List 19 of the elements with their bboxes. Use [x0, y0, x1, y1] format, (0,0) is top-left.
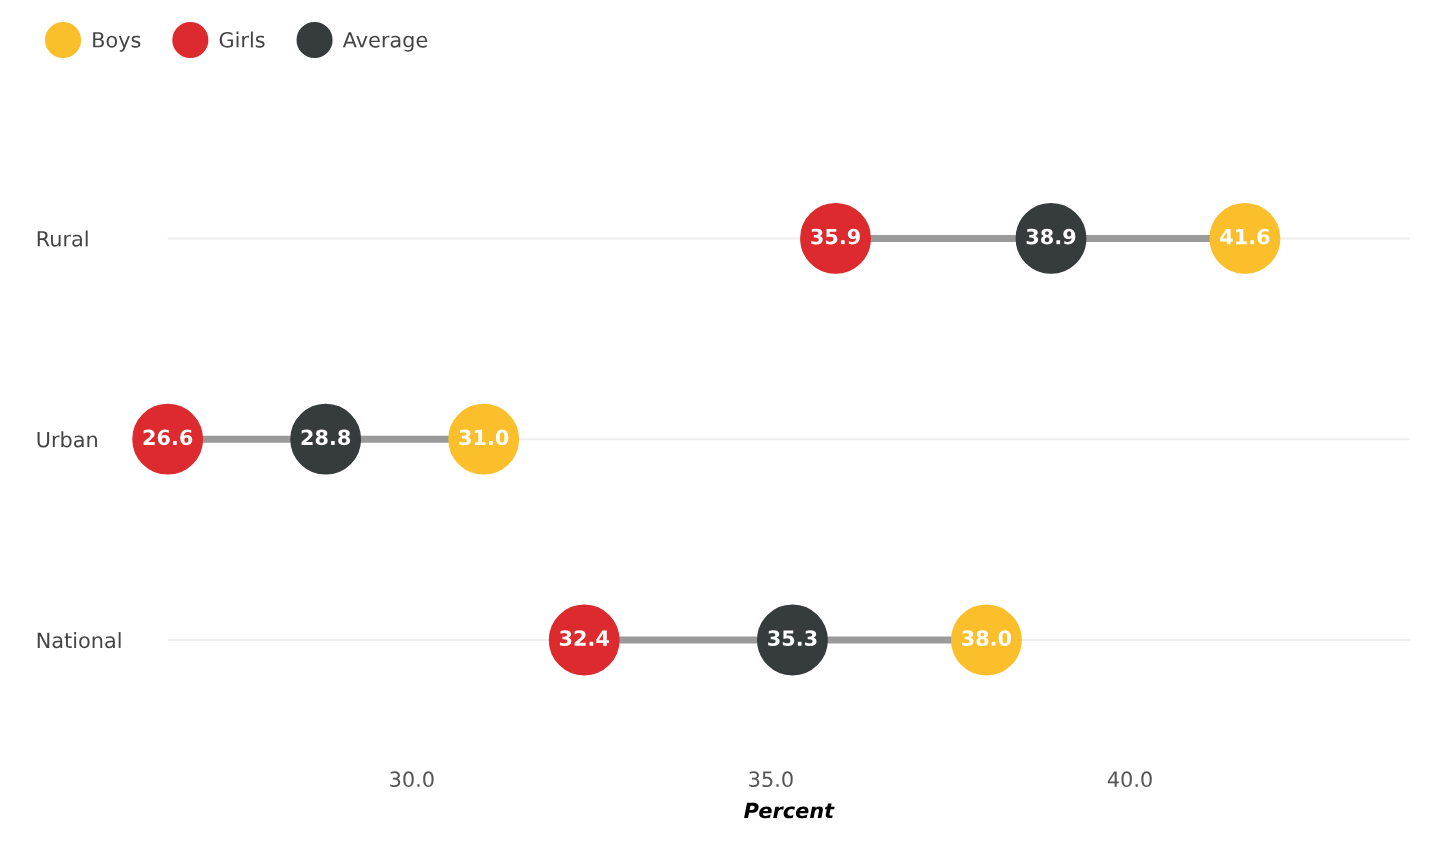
legend-label: Boys [93, 32, 141, 52]
data-label: 31.0 [459, 429, 509, 446]
data-label: 38.9 [1026, 228, 1076, 245]
data-label: 35.3 [768, 630, 817, 647]
data-label: 35.9 [811, 228, 860, 245]
data-label: 41.6 [1220, 228, 1270, 245]
data-label: 26.6 [143, 429, 193, 446]
x-axis-title: Percent [744, 802, 835, 819]
data-label: 32.4 [559, 630, 609, 647]
y-tick-label: Urban [37, 431, 97, 448]
data-label: 38.0 [962, 630, 1012, 647]
x-tick-label: 40.0 [1107, 771, 1152, 788]
x-tick-label: 35.0 [749, 771, 793, 788]
legend-label: Girls [219, 31, 265, 48]
legend-label: Average [342, 32, 428, 52]
y-tick-label: National [37, 632, 121, 649]
data-label: 28.8 [301, 429, 351, 446]
y-tick-label: Rural [37, 230, 88, 247]
x-tick-label: 30.0 [390, 771, 434, 788]
